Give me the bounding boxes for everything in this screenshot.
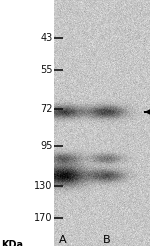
- Text: 55: 55: [40, 65, 52, 75]
- Text: A: A: [59, 235, 67, 245]
- Text: 72: 72: [40, 105, 52, 114]
- Text: 170: 170: [34, 213, 52, 223]
- Text: KDa: KDa: [2, 240, 24, 246]
- Text: 130: 130: [34, 181, 52, 191]
- Bar: [0, 0, 54, 246]
- Text: B: B: [103, 235, 110, 245]
- Text: 43: 43: [40, 33, 52, 43]
- Text: 95: 95: [40, 141, 52, 151]
